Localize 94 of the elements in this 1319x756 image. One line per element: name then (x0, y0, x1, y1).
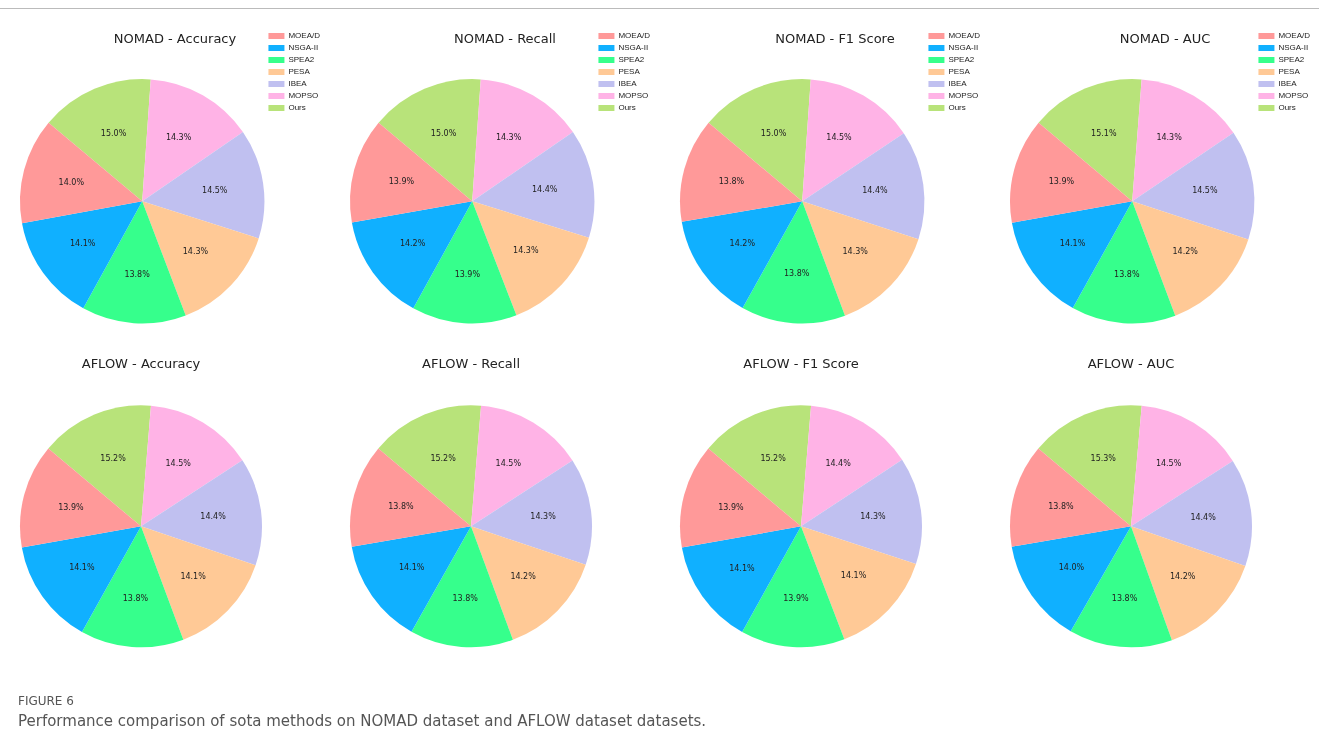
data-label: 13.8% (122, 593, 149, 603)
data-label: 14.0% (1058, 562, 1085, 572)
data-label: 15.0% (430, 128, 457, 138)
data-label: 14.5% (495, 459, 522, 469)
chart-title: AFLOW - Accuracy (81, 356, 201, 372)
data-label: 14.2% (1172, 247, 1199, 257)
legend-label: Ours (618, 103, 636, 113)
legend-label: NSGA-II (1278, 43, 1309, 53)
legend-label: IBEA (618, 79, 638, 89)
data-label: 13.8% (1048, 502, 1075, 512)
legend-label: MOPSO (948, 91, 979, 101)
data-label: 14.3% (165, 132, 192, 142)
data-label: 14.4% (825, 458, 852, 468)
data-label: 14.1% (69, 563, 95, 573)
data-label: 14.2% (399, 239, 426, 249)
data-label: 14.1% (1059, 238, 1086, 248)
data-label: 14.5% (826, 132, 853, 142)
chart-title: AFLOW - AUC (1087, 356, 1175, 372)
data-label: 14.2% (729, 238, 756, 248)
legend-label: IBEA (948, 79, 968, 89)
legend-label: MOEA/D (288, 31, 321, 41)
data-label: 13.9% (718, 502, 744, 512)
legend-label: MOPSO (618, 91, 649, 101)
data-label: 14.3% (1156, 132, 1183, 142)
data-label: 13.9% (1048, 177, 1075, 187)
data-label: 14.1% (840, 571, 867, 581)
data-label: 14.4% (200, 512, 227, 522)
legend-label: PESA (1278, 67, 1301, 77)
legend-label: SPEA2 (288, 55, 315, 65)
legend-label: IBEA (288, 79, 308, 89)
caption: FIGURE 6 (18, 694, 75, 708)
legend-label: NSGA-II (618, 43, 649, 53)
data-label: 14.3% (860, 511, 887, 521)
data-label: 15.2% (430, 454, 457, 464)
legend-label: PESA (618, 67, 641, 77)
legend-label: Ours (1278, 103, 1296, 113)
text: Performance comparison of sota methods on NOMAD dataset and AFLOW dataset datasets. (18, 712, 707, 730)
data-label: 14.0% (58, 177, 85, 187)
data-label: 14.5% (1155, 459, 1182, 469)
legend-label: NSGA-II (288, 43, 319, 53)
chart-title: NOMAD - AUC (1119, 31, 1211, 47)
legend-label: Ours (288, 103, 306, 113)
data-label: 13.8% (783, 269, 810, 279)
chart-title: NOMAD - Recall (454, 31, 556, 47)
data-label: 14.3% (842, 247, 869, 257)
data-label: 14.3% (495, 132, 522, 142)
data-label: 15.3% (1090, 454, 1117, 464)
legend-label: SPEA2 (948, 55, 975, 65)
data-label: 14.1% (729, 563, 755, 573)
data-label: 14.5% (165, 459, 192, 469)
data-label: 13.8% (718, 177, 745, 187)
legend-label: IBEA (1278, 79, 1298, 89)
legend-label: SPEA2 (1278, 55, 1305, 65)
data-label: 15.0% (100, 128, 127, 138)
legend-label: SPEA2 (618, 55, 645, 65)
data-label: 15.2% (100, 454, 127, 464)
data-label: 14.4% (1190, 512, 1217, 522)
data-label: 14.5% (202, 185, 228, 195)
data-label: 15.1% (1091, 128, 1117, 138)
data-label: 14.1% (180, 571, 207, 581)
data-label: 14.3% (530, 512, 557, 522)
legend-label: MOEA/D (618, 31, 651, 41)
legend-label: Ours (948, 103, 966, 113)
legend-label: MOEA/D (1278, 31, 1311, 41)
data-label: 14.5% (1192, 186, 1218, 196)
chart-title: AFLOW - F1 Score (743, 356, 859, 372)
data-label: 13.9% (388, 177, 415, 187)
chart-title: NOMAD - F1 Score (775, 31, 895, 47)
data-label: 13.8% (452, 593, 479, 603)
chart-title: NOMAD - Accuracy (113, 31, 237, 47)
data-label: 13.8% (1111, 593, 1138, 603)
data-label: 14.2% (510, 571, 537, 581)
legend-label: PESA (288, 67, 311, 77)
data-label: 15.0% (760, 128, 787, 138)
legend-label: MOPSO (288, 91, 319, 101)
data-label: 13.8% (124, 269, 151, 279)
data-label: 14.4% (862, 186, 888, 196)
data-label: 13.8% (388, 502, 415, 512)
legend-label: MOPSO (1278, 91, 1309, 101)
legend-label: PESA (948, 67, 971, 77)
data-label: 14.1% (398, 563, 425, 573)
data-label: 14.3% (182, 246, 209, 256)
chart-title: AFLOW - Recall (422, 356, 520, 372)
data-label: 13.9% (783, 593, 809, 603)
data-label: 13.9% (58, 502, 84, 512)
data-label: 15.2% (760, 454, 787, 464)
data-label: 13.9% (454, 269, 481, 279)
data-label: 14.3% (513, 246, 539, 256)
legend-label: MOEA/D (948, 31, 981, 41)
data-label: 13.8% (1114, 269, 1140, 279)
legend-label: NSGA-II (948, 43, 979, 53)
data-label: 14.2% (1169, 572, 1196, 582)
data-label: 14.4% (532, 185, 558, 195)
data-label: 14.1% (70, 239, 96, 249)
